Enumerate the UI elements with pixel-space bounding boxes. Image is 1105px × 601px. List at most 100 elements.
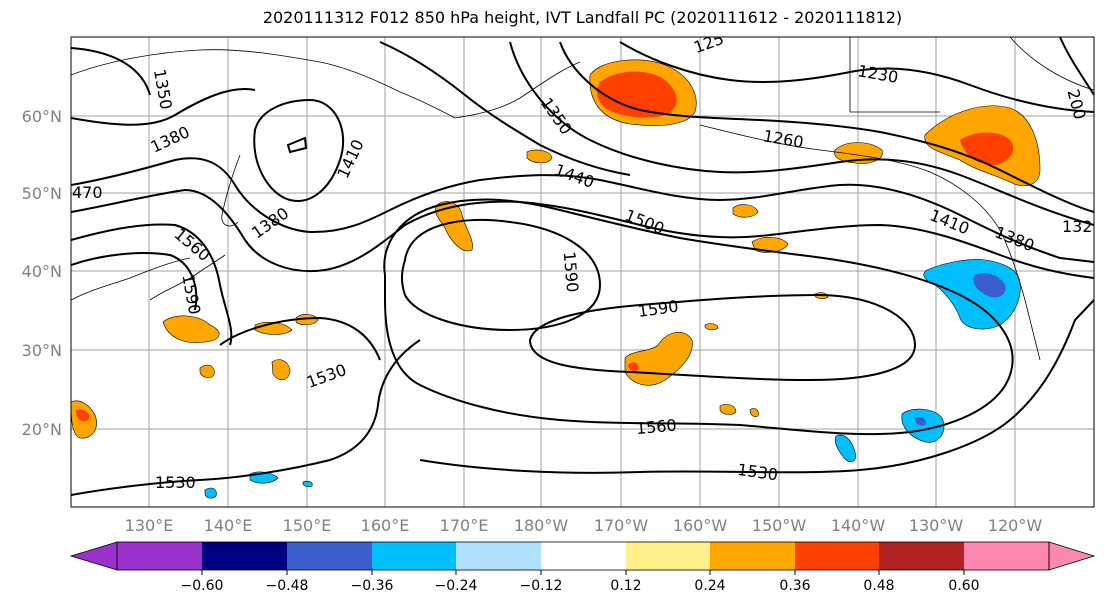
colorbar-segment (964, 542, 1049, 570)
contour-1530-west (71, 339, 421, 496)
latitude-labels: 60°N 50°N 40°N 30°N 20°N (22, 107, 62, 439)
lon-label: 150°E (283, 516, 332, 535)
lon-label: 180°W (514, 516, 569, 535)
contour-label: 470 (72, 183, 103, 202)
contour-1590-west (71, 252, 198, 311)
colorbar: −0.60 −0.48 −0.36 −0.24 −0.12 0.12 0.24 … (69, 541, 1096, 594)
ivt-positive-region (751, 237, 789, 253)
colorbar-tick-labels: −0.60 −0.48 −0.36 −0.24 −0.12 0.12 0.24 … (181, 578, 980, 594)
colorbar-segment (710, 542, 795, 570)
colorbar-outline (116, 541, 1050, 571)
lon-label: 130°E (125, 516, 174, 535)
contour-1590-east (528, 293, 917, 382)
coastline-china (71, 257, 191, 301)
ivt-positive-region (526, 149, 553, 164)
lon-label: 130°W (909, 516, 964, 535)
contour-1590-high (401, 218, 602, 332)
ivt-shading (71, 59, 1041, 499)
colorbar-segment (879, 542, 964, 570)
colorbar-tick-label: −0.12 (520, 578, 563, 594)
coastline-siberia (71, 49, 456, 119)
ivt-strong-region (76, 409, 90, 422)
ivt-negative-strong-region (915, 417, 926, 426)
lon-label: 150°W (752, 516, 807, 535)
colorbar-segment (795, 542, 879, 570)
colorbar-extend-max (1048, 541, 1096, 571)
border-alaska-canada (849, 37, 940, 113)
coastline-north-america (699, 124, 1041, 361)
colorbar-segment (626, 542, 710, 570)
contour-1350-north (509, 41, 1094, 226)
coastline-kamchatka (221, 154, 241, 227)
contour-label: 132 (1062, 217, 1093, 236)
contour-1260 (559, 41, 1094, 213)
ivt-positive-region (295, 314, 319, 326)
colorbar-tick-label: −0.24 (435, 578, 478, 594)
colorbar-tick-label: 0.60 (948, 578, 979, 594)
lat-label: 20°N (22, 420, 62, 439)
colorbar-tick-label: −0.48 (266, 578, 309, 594)
colorbar-tick-label: 0.36 (779, 578, 810, 594)
coastline-alaska-west (454, 61, 581, 119)
contour-closed-low (286, 136, 308, 154)
lon-label: 140°W (831, 516, 886, 535)
contour-1500 (71, 188, 1094, 279)
longitude-labels: 130°E 140°E 150°E 160°E 170°E 180°W 170°… (125, 516, 1043, 535)
contour-1560-mid (383, 198, 1014, 436)
lon-label: 170°W (594, 516, 649, 535)
contour-1560 (71, 223, 233, 346)
lon-label: 160°E (361, 516, 410, 535)
ivt-positive-region (749, 408, 759, 417)
contour-1440 (71, 157, 1094, 263)
coastlines (71, 37, 1094, 361)
contour-1410-north (379, 41, 631, 176)
contour-1350 (71, 47, 151, 96)
lon-label: 120°W (988, 516, 1043, 535)
contour-1200 (1059, 37, 1094, 96)
colorbar-segment (287, 542, 372, 570)
lat-label: 30°N (22, 341, 62, 360)
lat-label: 60°N (22, 107, 62, 126)
contour-label: 1560 (635, 416, 677, 438)
colorbar-tick-label: −0.36 (351, 578, 394, 594)
ivt-positive-region (834, 142, 883, 164)
coastline-japan (149, 254, 226, 301)
contour-1530-east (419, 299, 1094, 474)
map-title: 2020111312 F012 850 hPa height, IVT Land… (262, 8, 903, 27)
ivt-positive-region (719, 403, 737, 415)
ivt-positive-region (732, 204, 759, 218)
lat-label: 40°N (22, 262, 62, 281)
ivt-strong-region (960, 132, 1014, 165)
colorbar-segment (372, 542, 456, 570)
lat-label: 50°N (22, 184, 62, 203)
colorbar-ticks (201, 570, 965, 575)
ivt-positive-region (162, 315, 220, 343)
ivt-positive-region (199, 364, 215, 379)
colorbar-tick-label: −0.60 (181, 578, 224, 594)
contour-1410 (253, 98, 345, 202)
colorbar-segment (202, 542, 287, 570)
ivt-negative-region (834, 434, 856, 463)
ivt-positive-region (271, 359, 291, 381)
contour-1380 (71, 88, 256, 126)
height-contours (71, 37, 1094, 496)
ivt-strong-region (597, 71, 677, 118)
ivt-negative-strong-region (973, 273, 1006, 298)
colorbar-tick-label: 0.12 (610, 578, 641, 594)
map-frame (70, 36, 1095, 508)
lon-label: 160°W (673, 516, 728, 535)
contour-label: 1590 (560, 251, 582, 293)
contour-1530-label (219, 316, 381, 361)
colorbar-segment (541, 542, 626, 570)
contour-label: 1530 (155, 473, 196, 492)
contour-1230 (619, 41, 1094, 113)
colorbar-extend-min (69, 541, 118, 571)
colorbar-segment (456, 542, 541, 570)
lon-label: 170°E (440, 516, 489, 535)
ivt-positive-region (704, 323, 719, 331)
coastline-canada-north (1009, 37, 1094, 91)
colorbar-segment (117, 542, 202, 570)
ivt-negative-region (302, 480, 313, 488)
colorbar-tick-label: 0.24 (694, 578, 725, 594)
